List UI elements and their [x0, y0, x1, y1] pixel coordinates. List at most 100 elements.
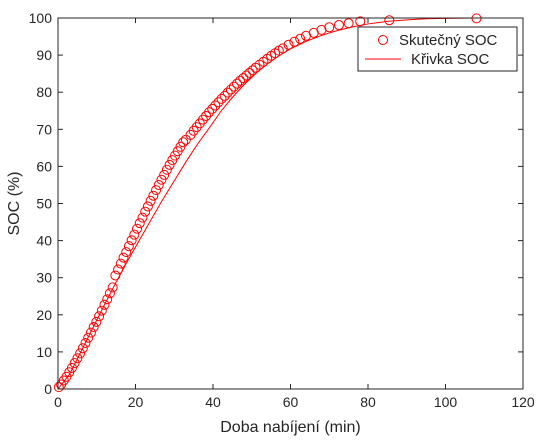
- soc-data-point: [210, 100, 221, 111]
- soc-data-point: [194, 118, 205, 129]
- plot-area: [58, 18, 523, 389]
- soc-data-point: [213, 97, 224, 108]
- soc-data-point: [110, 270, 121, 281]
- soc-data-point: [219, 90, 230, 101]
- soc-data-point: [164, 159, 175, 170]
- soc-data-point: [244, 67, 255, 78]
- soc-data-point: [102, 294, 113, 305]
- soc-data-point: [324, 22, 335, 33]
- soc-data-point: [222, 87, 233, 98]
- y-tick-label: 40: [36, 233, 52, 249]
- x-axis-label: Doba nabíjení (min): [220, 419, 361, 436]
- series-points: [53, 13, 482, 393]
- soc-data-point: [343, 18, 354, 29]
- legend-label-krivka-soc: Křivka SOC: [411, 51, 490, 68]
- soc-data-point: [295, 33, 306, 44]
- soc-data-point: [99, 299, 110, 310]
- soc-data-point: [151, 185, 162, 196]
- y-tick-label: 90: [36, 47, 52, 63]
- soc-data-point: [178, 137, 189, 148]
- soc-data-point: [123, 241, 134, 252]
- soc-data-point: [66, 362, 77, 373]
- legend-label-skutecny-soc: Skutečný SOC: [399, 32, 498, 49]
- soc-data-point: [118, 252, 129, 263]
- soc-data-point: [247, 65, 258, 76]
- soc-data-point: [58, 375, 69, 386]
- soc-data-point: [384, 15, 395, 26]
- x-tick-label: 0: [54, 394, 62, 410]
- soc-data-point: [75, 348, 86, 359]
- series-lines: [57, 17, 477, 390]
- soc-data-point: [207, 103, 218, 114]
- soc-data-point: [216, 93, 227, 104]
- soc-data-point: [80, 338, 91, 348]
- y-tick-label: 30: [36, 270, 52, 286]
- soc-data-point: [121, 247, 132, 258]
- soc-data-point: [161, 164, 172, 175]
- y-axis-ticks: 0 10 20 30 40 50 60 70 80 90 100: [29, 10, 523, 397]
- y-tick-label: 60: [36, 158, 52, 174]
- soc-data-point: [91, 316, 102, 327]
- soc-data-point: [53, 382, 64, 393]
- soc-data-point: [156, 174, 167, 185]
- soc-data-point: [88, 322, 99, 333]
- legend: Skutečný SOC Křivka SOC: [357, 26, 518, 72]
- soc-data-point: [283, 39, 294, 50]
- soc-data-point: [83, 332, 94, 343]
- y-tick-label: 80: [36, 84, 52, 100]
- soc-data-point: [96, 305, 107, 316]
- legend-box: [357, 26, 518, 72]
- soc-data-point: [277, 43, 288, 54]
- x-tick-label: 60: [283, 394, 299, 410]
- y-axis-label: SOC (%): [6, 172, 23, 236]
- soc-data-point: [148, 190, 159, 201]
- soc-data-point: [235, 75, 246, 86]
- soc-data-point: [126, 235, 137, 246]
- x-tick-label: 120: [511, 394, 535, 410]
- x-axis-ticks: 0 20 40 60 80 100 120: [54, 18, 535, 410]
- y-tick-label: 100: [29, 10, 53, 26]
- soc-data-point: [94, 311, 105, 322]
- soc-data-point: [137, 212, 148, 223]
- soc-data-point: [85, 327, 96, 338]
- soc-data-point: [355, 16, 366, 27]
- soc-data-point: [129, 229, 140, 240]
- soc-curve-line: [57, 17, 477, 390]
- soc-data-point: [228, 81, 239, 92]
- soc-data-point: [238, 73, 249, 84]
- soc-data-point: [197, 114, 208, 125]
- y-tick-label: 0: [44, 381, 52, 397]
- soc-data-point: [316, 24, 327, 35]
- soc-data-point: [204, 107, 215, 118]
- soc-data-point: [159, 169, 170, 180]
- soc-data-point: [191, 122, 202, 133]
- soc-data-point: [104, 288, 115, 299]
- soc-data-point: [107, 282, 118, 293]
- soc-data-point: [142, 201, 153, 212]
- soc-data-point: [333, 20, 344, 31]
- soc-data-point: [188, 125, 199, 136]
- legend-marker-circle: [378, 35, 388, 45]
- soc-data-point: [77, 343, 88, 354]
- soc-data-point: [201, 110, 212, 121]
- soc-data-point: [145, 195, 156, 206]
- soc-data-point: [72, 353, 83, 364]
- y-tick-label: 10: [36, 344, 52, 360]
- soc-data-point: [140, 206, 151, 217]
- y-tick-label: 20: [36, 307, 52, 323]
- soc-data-point: [153, 179, 164, 190]
- x-tick-label: 20: [128, 394, 144, 410]
- soc-data-point: [289, 36, 300, 47]
- y-tick-label: 70: [36, 121, 52, 137]
- soc-data-point: [225, 84, 236, 95]
- soc-data-point: [232, 78, 243, 89]
- x-tick-label: 40: [205, 394, 221, 410]
- y-tick-label: 50: [36, 196, 52, 212]
- soc-data-point: [132, 223, 143, 234]
- soc-data-point: [241, 70, 252, 81]
- soc-data-point: [113, 264, 124, 275]
- x-tick-label: 80: [360, 394, 376, 410]
- soc-data-point: [115, 258, 126, 269]
- x-tick-label: 100: [434, 394, 458, 410]
